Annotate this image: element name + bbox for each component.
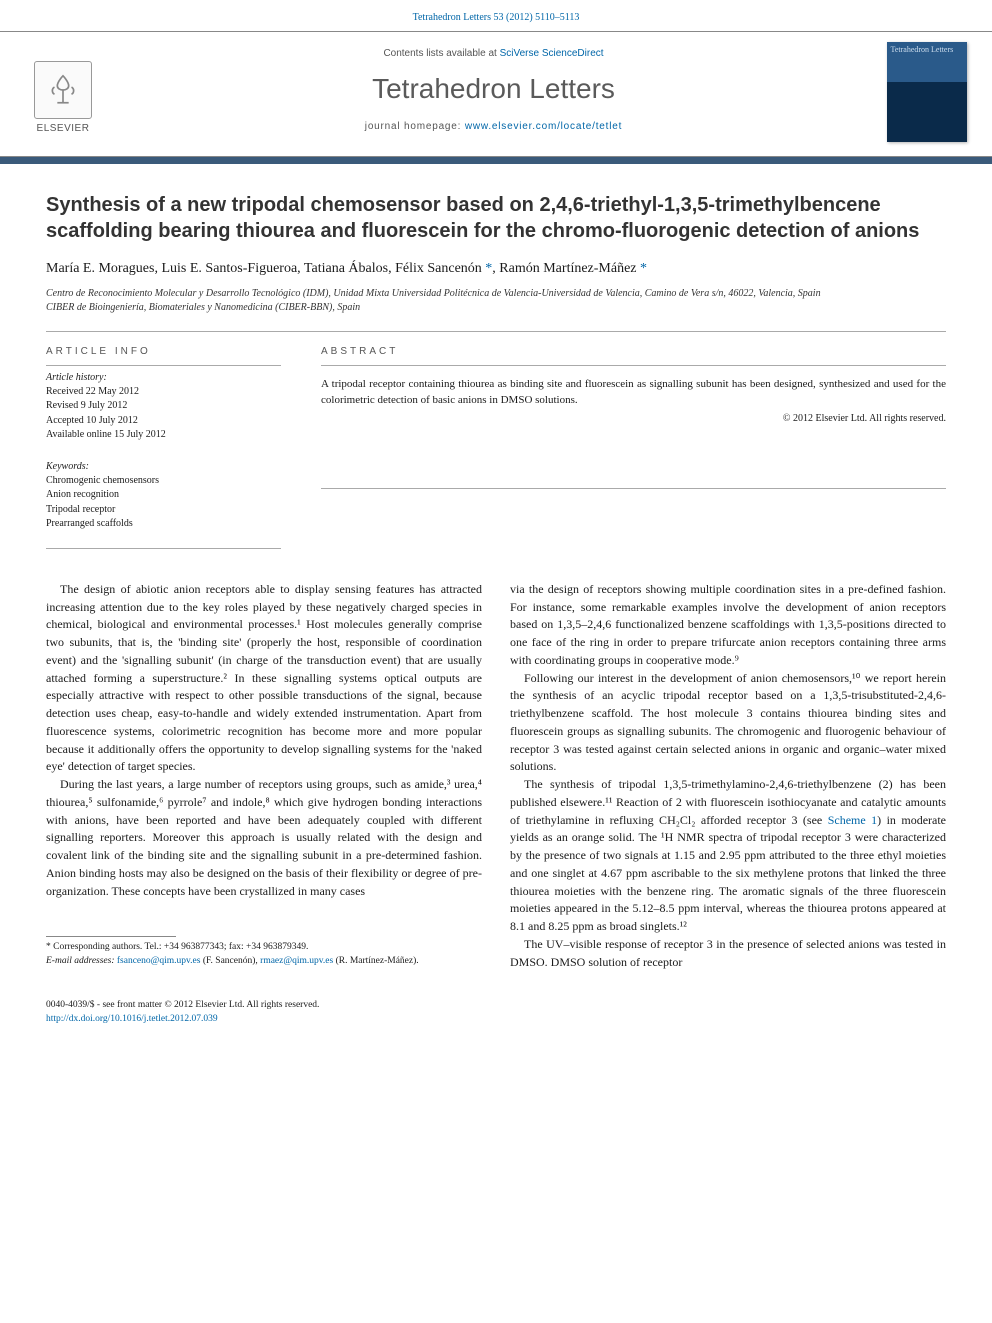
footnotes-block: * Corresponding authors. Tel.: +34 96387… [46,941,482,968]
email-who-1: (F. Sancenón), [200,956,260,966]
header-citation: Tetrahedron Letters 53 (2012) 5110–5113 [0,0,992,31]
para-5b: ) in moderate yields as an orange solid.… [510,813,946,934]
para-5: The synthesis of tripodal 1,3,5-trimethy… [510,776,946,936]
affiliation-1: Centro de Reconocimiento Molecular y Des… [46,287,946,301]
masthead: ELSEVIER Contents lists available at Sci… [0,31,992,157]
keyword-3: Tripodal receptor [46,503,281,518]
para-2: During the last years, a large number of… [46,776,482,900]
para-1: The design of abiotic anion receptors ab… [46,581,482,776]
email-link-2[interactable]: rmaez@qim.upv.es [260,956,333,966]
publisher-logo-block: ELSEVIER [18,42,108,142]
page-footer: 0040-4039/$ - see front matter © 2012 El… [0,991,992,1046]
author-list: María E. Moragues, Luis E. Santos-Figuer… [46,261,946,277]
scheme-1-link[interactable]: Scheme 1 [828,813,877,827]
divider-abstract-1 [321,365,946,366]
body-column-left: The design of abiotic anion receptors ab… [46,581,482,972]
para-3: via the design of receptors showing mult… [510,581,946,670]
contents-available-line: Contents lists available at SciVerse Sci… [118,48,869,59]
divider-top [46,331,946,332]
corresponding-mark-2[interactable]: * [640,261,647,276]
journal-homepage-link[interactable]: www.elsevier.com/locate/tetlet [465,121,622,132]
article-info-heading: ARTICLE INFO [46,346,281,357]
history-revised: Revised 9 July 2012 [46,399,281,414]
affiliations: Centro de Reconocimiento Molecular y Des… [46,287,946,315]
abstract-copyright: © 2012 Elsevier Ltd. All rights reserved… [321,413,946,424]
para-6: The UV–visible response of receptor 3 in… [510,936,946,972]
corresponding-author-footnote: * Corresponding authors. Tel.: +34 96387… [46,941,482,954]
sciencedirect-link[interactable]: SciVerse ScienceDirect [500,48,604,59]
divider-info-2 [46,548,281,549]
footnote-rule [46,936,176,937]
email-label: E-mail addresses: [46,956,117,966]
history-online: Available online 15 July 2012 [46,428,281,443]
keyword-1: Chromogenic chemosensors [46,474,281,489]
body-columns: The design of abiotic anion receptors ab… [46,581,946,972]
article-info-row: ARTICLE INFO Article history: Received 2… [46,338,946,555]
masthead-center: Contents lists available at SciVerse Sci… [108,42,879,142]
journal-cover-image[interactable]: Tetrahedron Letters [887,42,967,142]
para-4: Following our interest in the developmen… [510,670,946,777]
keyword-2: Anion recognition [46,488,281,503]
footer-left: 0040-4039/$ - see front matter © 2012 El… [46,999,319,1026]
history-label: Article history: [46,372,281,383]
accent-bar [0,157,992,164]
article-title: Synthesis of a new tripodal chemosensor … [46,192,946,245]
abstract-text: A tripodal receptor containing thiourea … [321,376,946,409]
journal-title: Tetrahedron Letters [118,73,869,105]
divider-abstract-2 [321,488,946,489]
keyword-4: Prearranged scaffolds [46,517,281,532]
abstract-heading: ABSTRACT [321,346,946,357]
author-last: Ramón Martínez-Máñez [499,261,636,276]
divider-info-1 [46,365,281,366]
article-info-block: ARTICLE INFO Article history: Received 2… [46,338,281,555]
history-received: Received 22 May 2012 [46,385,281,400]
history-accepted: Accepted 10 July 2012 [46,414,281,429]
elsevier-tree-icon [34,61,92,119]
affiliation-2: CIBER de Bioingeniería, Biomateriales y … [46,301,946,315]
body-column-right: via the design of receptors showing mult… [510,581,946,972]
journal-homepage-line: journal homepage: www.elsevier.com/locat… [118,121,869,132]
email-who-2: (R. Martínez-Máñez). [333,956,418,966]
authors-group-1: María E. Moragues, Luis E. Santos-Figuer… [46,261,482,276]
keywords-label: Keywords: [46,461,281,472]
publisher-name: ELSEVIER [37,123,90,134]
footer-front-matter: 0040-4039/$ - see front matter © 2012 El… [46,999,319,1012]
journal-cover-thumb: Tetrahedron Letters [879,42,974,142]
homepage-prefix: journal homepage: [365,121,465,132]
contents-prefix: Contents lists available at [383,48,499,59]
doi-link[interactable]: http://dx.doi.org/10.1016/j.tetlet.2012.… [46,1014,218,1024]
email-footnote: E-mail addresses: fsanceno@qim.upv.es (F… [46,955,482,968]
abstract-block: ABSTRACT A tripodal receptor containing … [321,338,946,555]
article-main: Synthesis of a new tripodal chemosensor … [0,164,992,991]
email-link-1[interactable]: fsanceno@qim.upv.es [117,956,201,966]
cover-title-text: Tetrahedron Letters [891,46,963,55]
